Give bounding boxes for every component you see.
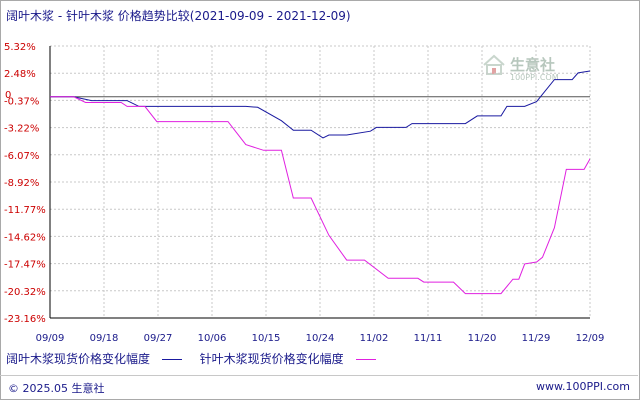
y-tick-label: -23.16% [4, 314, 46, 325]
x-tick-label: 09/27 [144, 333, 173, 344]
y-tick-label: -14.62% [4, 232, 46, 243]
legend-swatch-1 [161, 359, 182, 360]
x-tick-label: 10/24 [306, 333, 335, 344]
legend-label-2: 针叶木浆现货价格变化幅度 [199, 352, 344, 366]
house-icon [483, 54, 505, 75]
legend-item-1: 阔叶木浆现货价格变化幅度 [6, 350, 182, 367]
x-tick-label: 09/18 [90, 333, 119, 344]
zero-label: 0 [5, 90, 11, 101]
x-tick-label: 11/20 [468, 333, 497, 344]
legend-label-1: 阔叶木浆现货价格变化幅度 [6, 352, 151, 366]
watermark-name: 生意社 [510, 56, 556, 74]
footer-copyright: © 2025.05 生意社 [8, 382, 105, 395]
y-tick-label: -8.92% [4, 178, 39, 189]
x-tick-label: 10/15 [252, 333, 281, 344]
series-line-1 [50, 70, 590, 139]
y-tick-label: 5.32% [4, 42, 36, 53]
footer-site-link[interactable]: www.100PPI.com [536, 380, 630, 393]
y-tick-label: -17.47% [4, 260, 46, 271]
footer-divider [0, 375, 638, 376]
watermark-site: 100PPI.COM [510, 73, 559, 82]
x-tick-label: 11/02 [360, 333, 389, 344]
y-tick-label: -0.37% [4, 96, 39, 107]
watermark-logo: 生意社 100PPI.COM [482, 54, 559, 82]
y-tick-label: -11.77% [4, 205, 46, 216]
x-tick-label: 09/09 [36, 333, 65, 344]
y-tick-label: -3.22% [4, 124, 39, 135]
legend: 阔叶木浆现货价格变化幅度 针叶木浆现货价格变化幅度 [6, 350, 390, 367]
legend-swatch-2 [355, 359, 376, 360]
chart-title: 阔叶木浆 - 针叶木浆 价格趋势比较(2021-09-09 - 2021-12-… [6, 9, 351, 23]
x-tick-label: 12/09 [576, 333, 605, 344]
x-tick-label: 11/11 [414, 333, 443, 344]
legend-item-2: 针叶木浆现货价格变化幅度 [200, 350, 376, 367]
x-tick-label: 10/06 [198, 333, 227, 344]
x-tick-label: 11/29 [522, 333, 551, 344]
y-tick-label: -6.07% [4, 151, 39, 162]
y-tick-label: 2.48% [4, 69, 36, 80]
y-tick-label: -20.32% [4, 287, 46, 298]
series-line-2 [50, 96, 590, 295]
